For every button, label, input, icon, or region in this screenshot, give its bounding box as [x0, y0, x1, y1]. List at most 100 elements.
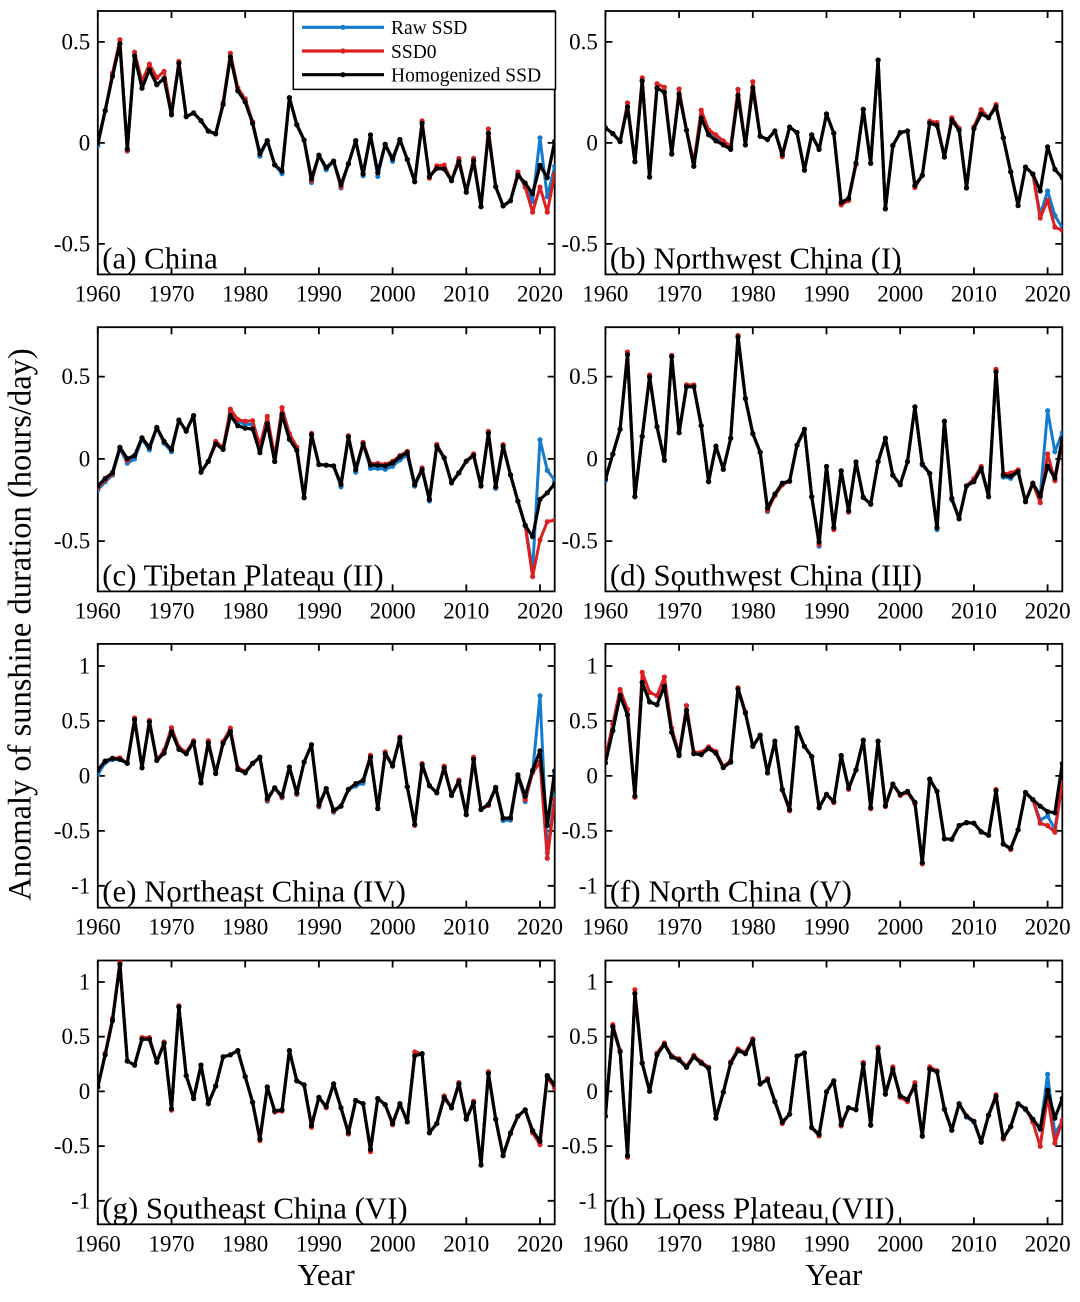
svg-text:1960: 1960 — [75, 915, 121, 940]
svg-text:1960: 1960 — [75, 1231, 121, 1256]
svg-text:1990: 1990 — [296, 915, 342, 940]
svg-text:-0.5: -0.5 — [561, 529, 597, 554]
svg-text:-1: -1 — [579, 873, 598, 898]
svg-text:1970: 1970 — [149, 598, 195, 623]
svg-text:1: 1 — [79, 654, 91, 679]
svg-text:2020: 2020 — [517, 915, 563, 940]
svg-text:0.5: 0.5 — [62, 1024, 91, 1049]
svg-text:Year: Year — [805, 1257, 863, 1292]
svg-text:1970: 1970 — [656, 281, 702, 306]
svg-text:2020: 2020 — [1025, 1231, 1071, 1256]
svg-text:(e) Northeast China (IV): (e) Northeast China (IV) — [102, 875, 406, 909]
svg-text:2010: 2010 — [443, 281, 489, 306]
svg-text:1980: 1980 — [222, 281, 268, 306]
svg-text:1990: 1990 — [804, 915, 850, 940]
svg-text:0: 0 — [79, 763, 91, 788]
svg-text:1970: 1970 — [149, 281, 195, 306]
svg-text:0: 0 — [586, 763, 598, 788]
svg-text:-0.5: -0.5 — [561, 231, 597, 256]
svg-text:1960: 1960 — [582, 281, 628, 306]
svg-text:0.5: 0.5 — [62, 29, 91, 54]
svg-text:1960: 1960 — [582, 1231, 628, 1256]
svg-text:0: 0 — [586, 130, 598, 155]
svg-text:1970: 1970 — [149, 1231, 195, 1256]
svg-text:-0.5: -0.5 — [54, 1134, 90, 1159]
svg-text:1980: 1980 — [222, 1231, 268, 1256]
svg-text:2010: 2010 — [443, 1231, 489, 1256]
svg-text:-1: -1 — [579, 1188, 598, 1213]
svg-text:Homogenized SSD: Homogenized SSD — [391, 66, 541, 87]
svg-text:1990: 1990 — [804, 598, 850, 623]
svg-text:1970: 1970 — [656, 915, 702, 940]
svg-text:-1: -1 — [71, 873, 90, 898]
svg-text:1970: 1970 — [149, 915, 195, 940]
svg-text:1960: 1960 — [75, 598, 121, 623]
svg-text:2020: 2020 — [1025, 915, 1071, 940]
svg-text:0: 0 — [79, 446, 91, 471]
svg-text:0.5: 0.5 — [62, 364, 91, 389]
svg-text:0.5: 0.5 — [569, 708, 598, 733]
svg-text:Year: Year — [298, 1257, 356, 1292]
svg-text:1970: 1970 — [656, 598, 702, 623]
svg-text:2020: 2020 — [517, 281, 563, 306]
svg-text:(a) China: (a) China — [102, 241, 218, 275]
svg-text:0: 0 — [586, 446, 598, 471]
svg-text:0.5: 0.5 — [569, 364, 598, 389]
svg-text:(d) Southwest China (III): (d) Southwest China (III) — [610, 558, 922, 592]
svg-text:1980: 1980 — [730, 1231, 776, 1256]
svg-text:0: 0 — [586, 1079, 598, 1104]
svg-text:1: 1 — [79, 970, 91, 995]
svg-text:1980: 1980 — [222, 598, 268, 623]
svg-text:1980: 1980 — [222, 915, 268, 940]
svg-text:2020: 2020 — [1025, 281, 1071, 306]
svg-text:1970: 1970 — [656, 1231, 702, 1256]
svg-text:-1: -1 — [71, 1188, 90, 1213]
svg-text:1: 1 — [586, 970, 598, 995]
svg-text:0.5: 0.5 — [569, 29, 598, 54]
svg-text:2010: 2010 — [443, 915, 489, 940]
svg-text:-0.5: -0.5 — [561, 818, 597, 843]
svg-text:1990: 1990 — [296, 281, 342, 306]
svg-text:1: 1 — [586, 654, 598, 679]
svg-text:2000: 2000 — [877, 1231, 923, 1256]
svg-text:2010: 2010 — [951, 281, 997, 306]
svg-text:1990: 1990 — [804, 1231, 850, 1256]
svg-text:1960: 1960 — [582, 598, 628, 623]
svg-text:1980: 1980 — [730, 915, 776, 940]
svg-text:0.5: 0.5 — [569, 1024, 598, 1049]
svg-text:2000: 2000 — [877, 915, 923, 940]
svg-text:-0.5: -0.5 — [561, 1134, 597, 1159]
svg-text:0.5: 0.5 — [62, 708, 91, 733]
svg-text:2020: 2020 — [517, 598, 563, 623]
svg-text:2020: 2020 — [1025, 598, 1071, 623]
svg-text:-0.5: -0.5 — [54, 818, 90, 843]
svg-text:2010: 2010 — [951, 915, 997, 940]
svg-text:1960: 1960 — [582, 915, 628, 940]
svg-text:2010: 2010 — [951, 598, 997, 623]
svg-text:Raw SSD: Raw SSD — [391, 18, 467, 39]
svg-text:-0.5: -0.5 — [54, 529, 90, 554]
svg-text:0: 0 — [79, 130, 91, 155]
svg-text:Anomaly of sunshine duration (: Anomaly of sunshine duration (hours/day) — [3, 348, 39, 900]
svg-text:SSD0: SSD0 — [391, 42, 437, 63]
svg-text:(b) Northwest China (I): (b) Northwest China (I) — [610, 241, 902, 275]
svg-text:2000: 2000 — [877, 281, 923, 306]
svg-text:1960: 1960 — [75, 281, 121, 306]
svg-text:2000: 2000 — [370, 281, 416, 306]
svg-text:-0.5: -0.5 — [54, 231, 90, 256]
svg-text:2000: 2000 — [877, 598, 923, 623]
svg-text:2010: 2010 — [443, 598, 489, 623]
svg-text:2020: 2020 — [517, 1231, 563, 1256]
svg-text:1980: 1980 — [730, 598, 776, 623]
svg-text:1990: 1990 — [296, 1231, 342, 1256]
svg-text:2000: 2000 — [370, 915, 416, 940]
svg-text:2000: 2000 — [370, 1231, 416, 1256]
svg-text:1990: 1990 — [296, 598, 342, 623]
svg-text:1980: 1980 — [730, 281, 776, 306]
svg-text:0: 0 — [79, 1079, 91, 1104]
svg-text:1990: 1990 — [804, 281, 850, 306]
svg-text:(f) North China (V): (f) North China (V) — [610, 875, 852, 909]
svg-text:(c) Tibetan Plateau (II): (c) Tibetan Plateau (II) — [102, 558, 383, 592]
svg-text:(h) Loess Plateau (VII): (h) Loess Plateau (VII) — [610, 1191, 895, 1225]
svg-text:2000: 2000 — [370, 598, 416, 623]
